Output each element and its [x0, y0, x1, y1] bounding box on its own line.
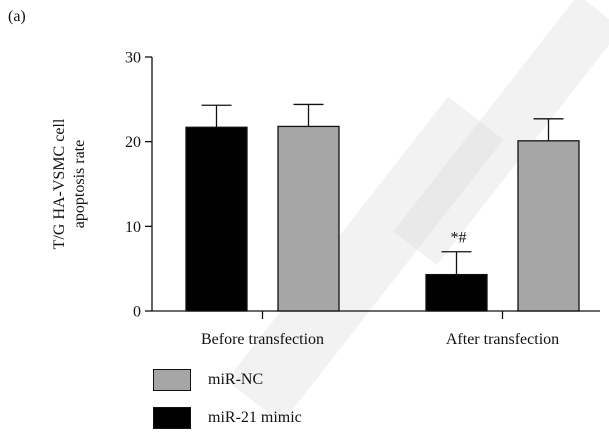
y-tick-label: 10: [125, 219, 141, 236]
y-axis-label-line: T/G HA-VSMC cell: [51, 118, 68, 249]
legend-label-mimic: miR-21 mimic: [208, 409, 302, 426]
chart-bars: [185, 103, 580, 312]
y-tick-label: 30: [125, 50, 141, 67]
legend-swatch-nc: [153, 369, 191, 391]
chart-labels: 0 10 20 30 T/G HA-VSMC cell apoptosis rate Bef…: [51, 50, 559, 349]
bar-mimic-0: [185, 126, 248, 312]
y-axis-label-line: apoptosis rate: [71, 140, 88, 228]
panel-label: (a): [8, 8, 26, 25]
x-tick-label: After transfection: [446, 331, 559, 348]
bar-nc-0: [277, 125, 340, 312]
y-tick-label: 0: [133, 304, 141, 321]
legend-swatch-mimic: [153, 407, 191, 429]
significance-annotation: *#: [451, 230, 467, 247]
x-tick-label: Before transfection: [201, 331, 324, 348]
bar-chart: 0 10 20 30 T/G HA-VSMC cell apoptosis rate Bef…: [51, 50, 600, 349]
bar-nc-1: [517, 140, 580, 312]
legend-item-nc: miR-NC: [153, 369, 302, 391]
y-axis-label: T/G HA-VSMC cell apoptosis rate: [51, 118, 88, 249]
legend: miR-NC miR-21 mimic: [153, 369, 302, 445]
legend-label-nc: miR-NC: [208, 371, 264, 388]
bar-mimic-1: [425, 273, 488, 312]
y-tick-label: 20: [125, 134, 141, 151]
legend-item-mimic: miR-21 mimic: [153, 407, 302, 429]
